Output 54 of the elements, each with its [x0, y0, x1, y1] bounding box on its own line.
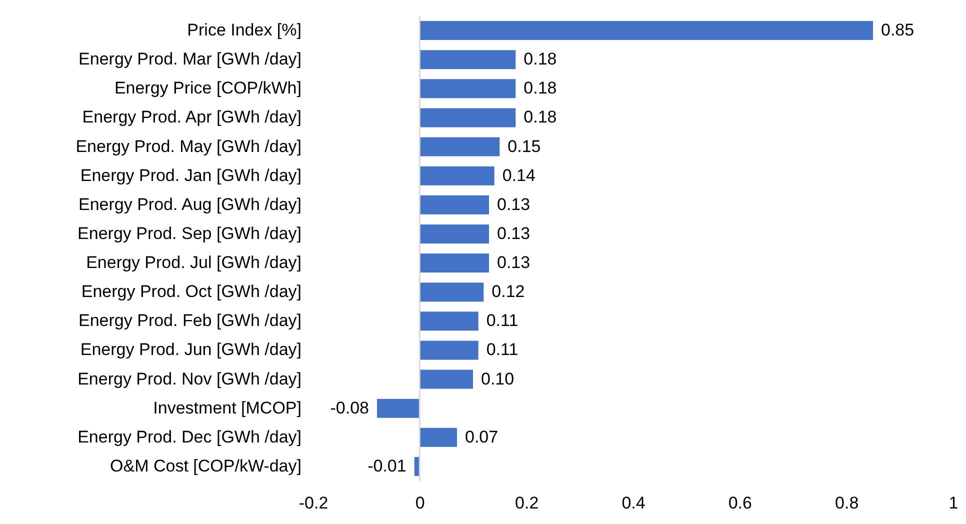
data-label: 0.18	[524, 78, 557, 98]
y-tick-label: Price Index [%]	[187, 20, 302, 40]
bar	[420, 224, 489, 244]
bar	[420, 137, 500, 156]
x-tick-label: 0.8	[835, 494, 859, 512]
bar	[420, 370, 473, 389]
x-tick-label: -0.2	[298, 494, 328, 512]
bar	[420, 312, 478, 331]
bar	[420, 21, 873, 40]
x-tick-label: 0.4	[622, 494, 646, 512]
y-tick-label: Energy Price [COP/kWh]	[114, 78, 302, 98]
y-tick-label: Energy Prod. Sep [GWh /day]	[78, 224, 302, 243]
y-tick-label: Energy Prod. May [GWh /day]	[76, 136, 302, 156]
data-label: 0.12	[492, 282, 525, 302]
x-tick-label: 0	[415, 494, 425, 512]
y-tick-label: Energy Prod. Jan [GWh /day]	[80, 166, 302, 185]
data-label: 0.13	[497, 253, 530, 272]
data-label: 0.18	[524, 108, 557, 127]
data-label: -0.01	[368, 456, 406, 476]
y-tick-label: Energy Prod. Jun [GWh /day]	[80, 340, 302, 360]
y-tick-label: Energy Prod. Oct [GWh /day]	[81, 282, 302, 302]
y-tick-label: Investment [MCOP]	[153, 398, 302, 418]
bar	[420, 282, 484, 302]
y-tick-label: Energy Prod. Nov [GWh /day]	[78, 369, 302, 388]
data-label: 0.07	[465, 427, 498, 446]
x-tick-label: 0.2	[515, 494, 539, 512]
y-tick-label: Energy Prod. Feb [GWh /day]	[78, 311, 302, 330]
bar	[420, 340, 478, 360]
data-label: -0.08	[330, 398, 369, 418]
data-label: 0.10	[481, 369, 514, 388]
bar	[420, 79, 516, 98]
data-label: 0.11	[486, 311, 518, 330]
y-tick-label: Energy Prod. Apr [GWh /day]	[82, 108, 302, 127]
data-label: 0.15	[508, 136, 541, 156]
y-tick-label: Energy Prod. Aug [GWh /day]	[78, 194, 302, 214]
data-label: 0.18	[524, 50, 557, 69]
bar	[420, 254, 489, 273]
x-tick-label: 0.6	[728, 494, 752, 512]
data-label: 0.13	[497, 194, 530, 214]
bar	[377, 398, 420, 418]
x-tick-label: 1	[948, 494, 958, 512]
bar	[420, 50, 516, 70]
bar	[420, 108, 516, 128]
bar	[420, 195, 489, 214]
data-label: 0.14	[502, 166, 536, 185]
data-label: 0.11	[486, 340, 518, 360]
data-label: 0.13	[497, 224, 530, 243]
y-tick-label: Energy Prod. Mar [GWh /day]	[78, 50, 302, 69]
y-tick-label: Energy Prod. Jul [GWh /day]	[86, 253, 302, 272]
bar	[420, 166, 494, 186]
data-label: 0.85	[881, 20, 914, 40]
bar	[420, 428, 457, 447]
y-tick-label: O&M Cost [COP/kW-day]	[110, 456, 302, 476]
y-tick-label: Energy Prod. Dec [GWh /day]	[78, 427, 302, 446]
